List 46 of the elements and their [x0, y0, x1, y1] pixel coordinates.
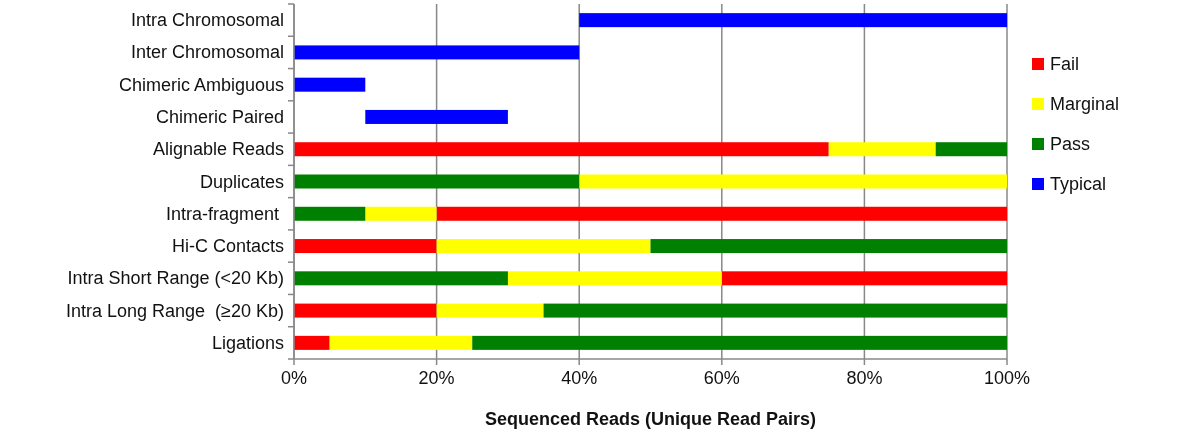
y-tick-label: Inter Chromosomal: [130, 42, 284, 63]
x-tick-label: 0%: [280, 368, 308, 388]
bar: [543, 303, 1007, 318]
x-tick-label: 100%: [983, 368, 1031, 388]
x-tick-label: 40%: [561, 368, 598, 388]
legend-label: Typical: [1050, 174, 1107, 194]
y-tick-label: Chimeric Ambiguous: [118, 74, 284, 95]
x-tick-label: 20%: [418, 368, 455, 388]
y-tick-label: Alignable Reads: [152, 139, 284, 160]
bar: [294, 77, 366, 92]
bar: [507, 271, 722, 286]
bar: [579, 13, 1007, 28]
y-tick-label: Hi-C Contacts: [171, 236, 284, 257]
x-tick-label: 60%: [703, 368, 740, 388]
y-tick-label: Chimeric Paired: [155, 106, 284, 127]
bar: [365, 206, 437, 221]
legend-label: Pass: [1050, 134, 1091, 154]
bar: [650, 239, 1007, 254]
x-tick-label: 80%: [846, 368, 883, 388]
bar: [294, 271, 508, 286]
bar: [294, 45, 580, 60]
bar: [294, 335, 330, 350]
bar: [294, 174, 580, 189]
bar: [828, 142, 936, 157]
bar: [935, 142, 1007, 157]
y-tick-label: Intra Long Range (≥20 Kb): [65, 300, 284, 321]
y-tick-label: Intra Short Range (<20 Kb): [67, 268, 284, 289]
bar: [294, 142, 829, 157]
y-tick-label: Ligations: [211, 332, 284, 353]
bar: [721, 271, 1007, 286]
bar: [294, 303, 437, 318]
bar: [436, 239, 651, 254]
bar: [294, 239, 437, 254]
y-tick-label: Intra Chromosomal: [130, 10, 284, 31]
bar: [472, 335, 1007, 350]
bar: [329, 335, 473, 350]
bar: [579, 174, 1007, 189]
bar: [436, 303, 544, 318]
y-tick-label: Intra-fragment: [165, 203, 284, 224]
legend-label: Marginal: [1050, 94, 1120, 114]
x-axis-title: Sequenced Reads (Unique Read Pairs): [484, 409, 817, 429]
bar: [436, 206, 1007, 221]
bar: [365, 109, 508, 124]
y-tick-label: Duplicates: [199, 171, 284, 192]
legend-label: Fail: [1050, 54, 1080, 74]
bar: [294, 206, 366, 221]
